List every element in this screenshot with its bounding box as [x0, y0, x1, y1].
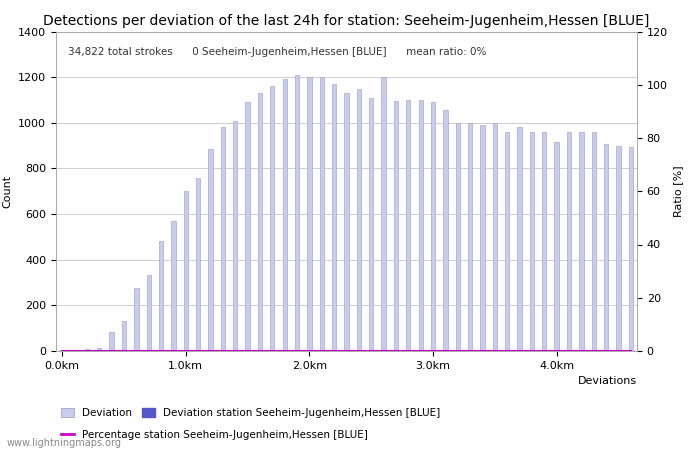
- Bar: [233, 121, 237, 351]
- Text: www.lightningmaps.org: www.lightningmaps.org: [7, 438, 122, 448]
- Bar: [307, 77, 312, 351]
- Bar: [344, 93, 349, 351]
- Bar: [443, 110, 447, 351]
- Bar: [283, 79, 287, 351]
- Bar: [109, 332, 114, 351]
- Bar: [493, 123, 497, 351]
- Bar: [468, 123, 472, 351]
- Bar: [592, 132, 596, 351]
- Bar: [357, 89, 361, 351]
- Bar: [246, 102, 250, 351]
- Text: 34,822 total strokes      0 Seeheim-Jugenheim,Hessen [BLUE]      mean ratio: 0%: 34,822 total strokes 0 Seeheim-Jugenheim…: [68, 48, 486, 58]
- Bar: [419, 100, 423, 351]
- Bar: [220, 127, 225, 351]
- Bar: [382, 77, 386, 351]
- Bar: [369, 98, 373, 351]
- Bar: [517, 127, 522, 351]
- Bar: [196, 178, 200, 351]
- Bar: [406, 100, 410, 351]
- Bar: [530, 132, 534, 351]
- Bar: [567, 132, 571, 351]
- Bar: [616, 146, 621, 351]
- Bar: [85, 349, 89, 351]
- Bar: [431, 102, 435, 351]
- Title: Detections per deviation of the last 24h for station: Seeheim-Jugenheim,Hessen [: Detections per deviation of the last 24h…: [43, 14, 650, 27]
- Bar: [122, 321, 126, 351]
- Bar: [332, 84, 336, 351]
- Bar: [258, 93, 262, 351]
- Bar: [159, 242, 163, 351]
- Bar: [172, 221, 176, 351]
- Bar: [320, 77, 324, 351]
- Bar: [209, 149, 213, 351]
- Bar: [629, 147, 633, 351]
- Bar: [295, 75, 299, 351]
- Text: Deviations: Deviations: [578, 376, 637, 386]
- Y-axis label: Ratio [%]: Ratio [%]: [673, 166, 683, 217]
- Bar: [270, 86, 274, 351]
- Y-axis label: Count: Count: [3, 175, 13, 208]
- Bar: [505, 132, 510, 351]
- Bar: [480, 125, 484, 351]
- Legend: Deviation, Deviation station Seeheim-Jugenheim,Hessen [BLUE]: Deviation, Deviation station Seeheim-Jug…: [61, 408, 440, 418]
- Bar: [60, 350, 64, 351]
- Bar: [456, 123, 460, 351]
- Bar: [554, 142, 559, 351]
- Bar: [183, 191, 188, 351]
- Bar: [134, 288, 139, 351]
- Legend: Percentage station Seeheim-Jugenheim,Hessen [BLUE]: Percentage station Seeheim-Jugenheim,Hes…: [61, 430, 368, 440]
- Bar: [146, 274, 151, 351]
- Bar: [394, 101, 398, 351]
- Bar: [604, 144, 608, 351]
- Bar: [542, 132, 547, 351]
- Bar: [97, 347, 102, 351]
- Bar: [579, 132, 584, 351]
